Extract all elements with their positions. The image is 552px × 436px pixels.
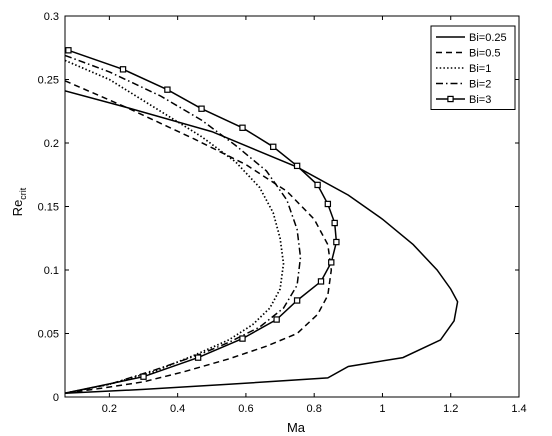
series-marker xyxy=(314,181,321,189)
legend-marker-4 xyxy=(447,95,454,103)
legend-label-4: Bi=3 xyxy=(469,94,491,106)
series-line-0 xyxy=(65,90,459,394)
series-line-3 xyxy=(65,54,302,394)
series-marker xyxy=(239,124,246,131)
y-tick-label: 0.3 xyxy=(44,11,59,23)
legend: Bi=0.25 Bi=0.5 Bi=1 Bi=2 Bi=3 xyxy=(430,25,516,110)
series-marker xyxy=(317,278,325,285)
series-marker xyxy=(331,219,338,227)
series-line-2 xyxy=(65,59,285,395)
series-marker xyxy=(270,143,277,151)
x-tick-label: 1.4 xyxy=(511,403,526,415)
y-tick-label: 0 xyxy=(53,392,59,404)
y-axis-label-subscript: crit xyxy=(18,187,28,199)
series-marker xyxy=(65,47,72,54)
x-tick-label: 0.8 xyxy=(307,403,322,415)
y-tick-label: 0.05 xyxy=(38,329,59,341)
legend-box xyxy=(430,25,516,110)
series-marker xyxy=(164,86,171,93)
y-tick-label: 0.1 xyxy=(44,265,59,277)
x-tick-label: 0.6 xyxy=(238,403,253,415)
series-marker xyxy=(140,373,147,380)
y-tick-label: 0.25 xyxy=(38,75,59,87)
plot-area xyxy=(65,47,459,395)
axes: 0.2 0.4 0.6 0.8 1 1.2 1.4 0 0.05 0.1 0.15 0.2 0.25 0.… xyxy=(38,11,527,415)
series-marker xyxy=(194,354,202,361)
y-axis-label: Recrit xyxy=(10,187,28,216)
legend-label-3: Bi=2 xyxy=(469,79,491,91)
x-tick-label: 0.4 xyxy=(170,403,185,415)
y-axis-label-main: Re xyxy=(10,200,25,217)
y-tick-label: 0.15 xyxy=(38,202,59,214)
x-tick-label: 1 xyxy=(379,403,385,415)
legend-label-0: Bi=0.25 xyxy=(469,32,507,44)
series-marker xyxy=(328,259,335,266)
series-marker xyxy=(293,162,301,170)
series-marker xyxy=(119,66,127,73)
legend-label-2: Bi=1 xyxy=(469,63,491,75)
y-tick-label: 0.2 xyxy=(44,138,59,150)
x-axis-label: Ma xyxy=(287,420,306,435)
series-marker xyxy=(293,297,301,304)
series-marker xyxy=(333,238,340,246)
legend-label-1: Bi=0.5 xyxy=(469,48,501,60)
x-tick-label: 1.2 xyxy=(443,403,458,415)
series-marker xyxy=(273,316,280,323)
series-marker xyxy=(198,105,205,112)
x-tick-label: 0.2 xyxy=(102,403,117,415)
series-marker xyxy=(324,200,332,208)
series-line-1 xyxy=(65,80,333,394)
series-marker xyxy=(239,335,246,342)
